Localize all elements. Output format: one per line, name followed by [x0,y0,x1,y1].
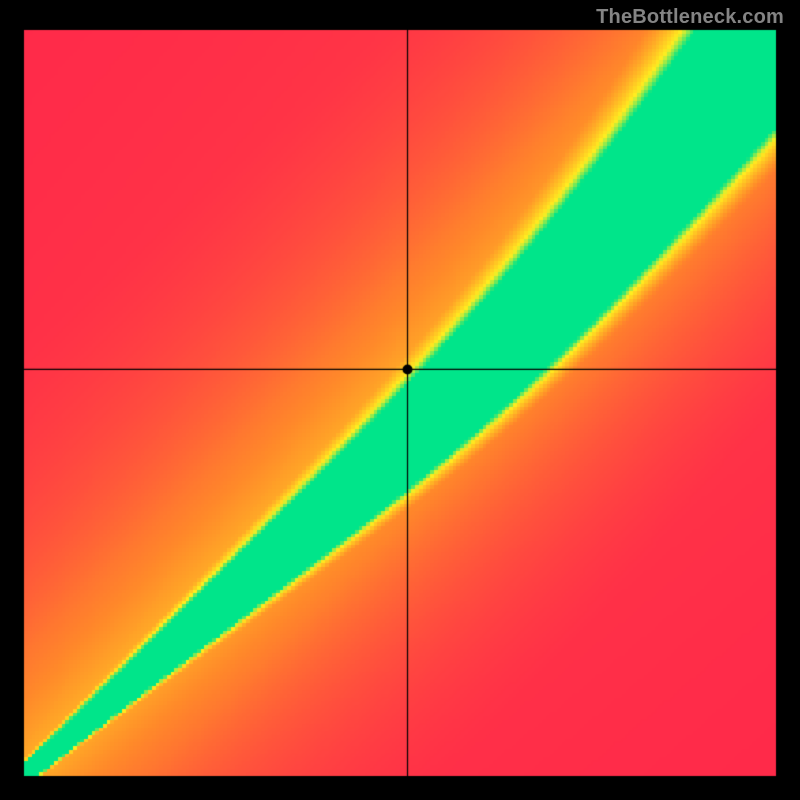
watermark-text: TheBottleneck.com [596,6,784,29]
chart-container: TheBottleneck.com [0,0,800,800]
bottleneck-heatmap [0,0,800,800]
